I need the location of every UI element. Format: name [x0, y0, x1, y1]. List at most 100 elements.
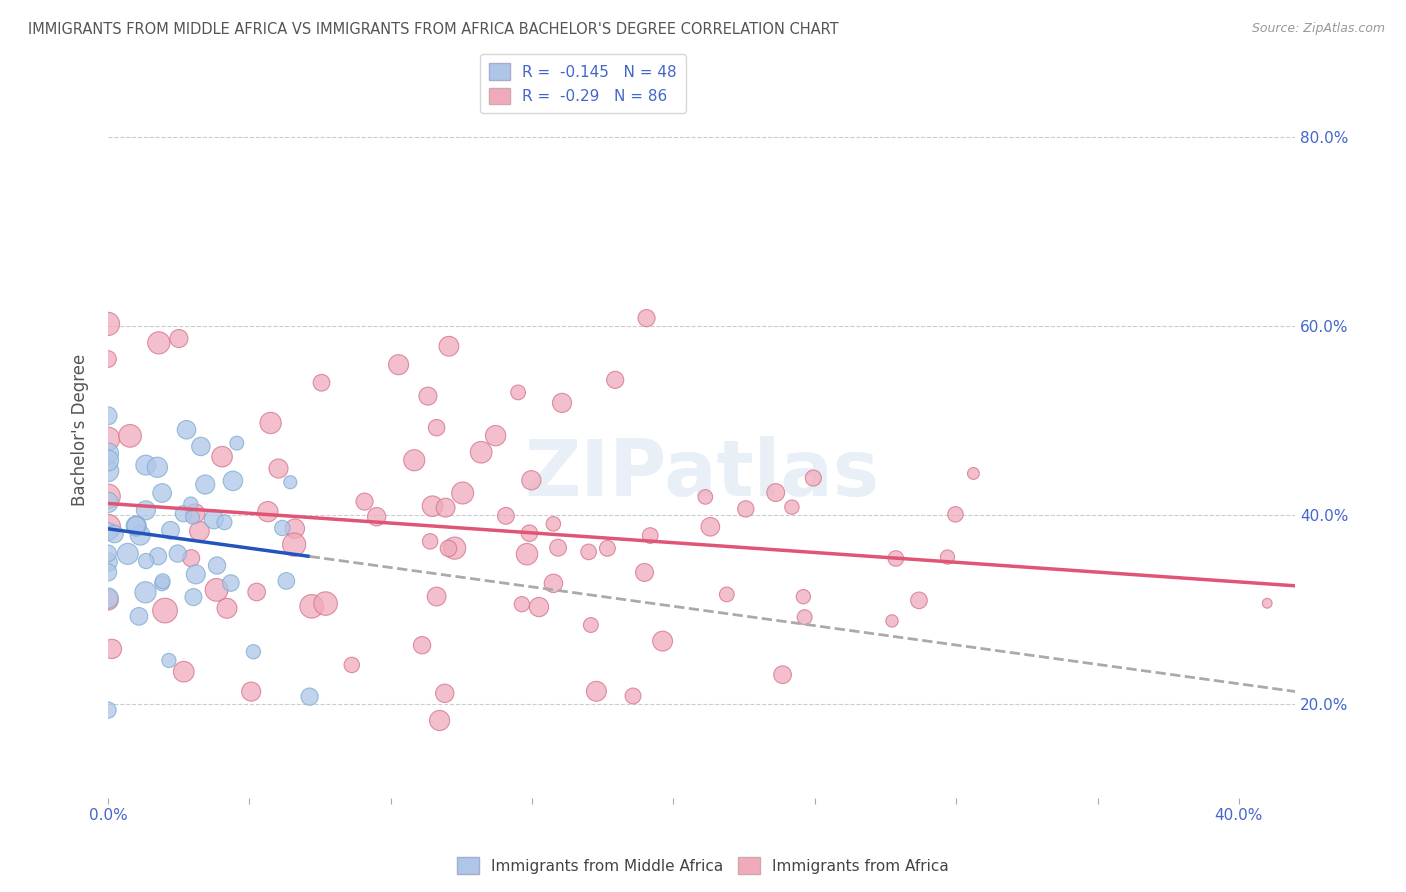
Point	[135, 554, 157, 568]
Point	[259, 416, 281, 430]
Point	[242, 645, 264, 659]
Point	[97, 432, 120, 446]
Point	[443, 541, 465, 555]
Point	[283, 538, 305, 552]
Point	[225, 436, 247, 450]
Point	[633, 566, 655, 580]
Point	[146, 549, 169, 564]
Point	[340, 657, 363, 672]
Point	[605, 373, 627, 387]
Point	[495, 508, 517, 523]
Point	[284, 522, 307, 536]
Point	[716, 587, 738, 601]
Point	[152, 574, 174, 589]
Point	[134, 585, 156, 599]
Point	[166, 547, 188, 561]
Point	[429, 714, 451, 728]
Point	[219, 576, 242, 591]
Point	[172, 507, 194, 521]
Point	[434, 500, 457, 515]
Point	[157, 653, 180, 667]
Point	[173, 665, 195, 679]
Point	[651, 634, 673, 648]
Text: Source: ZipAtlas.com: Source: ZipAtlas.com	[1251, 22, 1385, 36]
Text: ZIPatlas: ZIPatlas	[524, 436, 879, 512]
Point	[516, 547, 538, 561]
Point	[97, 555, 120, 569]
Point	[214, 515, 236, 529]
Point	[621, 689, 644, 703]
Point	[153, 603, 176, 617]
Point	[301, 599, 323, 614]
Point	[695, 490, 717, 504]
Point	[176, 423, 198, 437]
Point	[129, 528, 152, 542]
Point	[596, 541, 619, 556]
Point	[780, 500, 803, 515]
Point	[585, 684, 607, 698]
Point	[183, 590, 205, 604]
Point	[484, 428, 506, 442]
Point	[103, 527, 125, 541]
Point	[437, 339, 460, 353]
Point	[547, 541, 569, 555]
Point	[801, 471, 824, 485]
Point	[150, 576, 173, 591]
Point	[125, 518, 148, 533]
Point	[765, 485, 787, 500]
Point	[699, 520, 721, 534]
Point	[97, 591, 120, 606]
Point	[1256, 596, 1278, 610]
Point	[411, 638, 433, 652]
Point	[167, 332, 190, 346]
Legend: Immigrants from Middle Africa, Immigrants from Africa: Immigrants from Middle Africa, Immigrant…	[451, 851, 955, 880]
Point	[298, 690, 321, 704]
Point	[150, 486, 173, 500]
Point	[506, 385, 529, 400]
Point	[128, 609, 150, 624]
Text: IMMIGRANTS FROM MIDDLE AFRICA VS IMMIGRANTS FROM AFRICA BACHELOR'S DEGREE CORREL: IMMIGRANTS FROM MIDDLE AFRICA VS IMMIGRA…	[28, 22, 839, 37]
Legend: R =  -0.145   N = 48, R =  -0.29   N = 86: R = -0.145 N = 48, R = -0.29 N = 86	[479, 54, 686, 113]
Point	[437, 541, 460, 556]
Point	[205, 582, 228, 597]
Point	[184, 507, 207, 521]
Point	[519, 526, 541, 541]
Point	[366, 509, 388, 524]
Point	[276, 574, 298, 588]
Point	[404, 453, 426, 467]
Point	[510, 597, 533, 611]
Point	[97, 352, 120, 367]
Point	[315, 597, 337, 611]
Point	[159, 523, 181, 537]
Point	[551, 396, 574, 410]
Point	[636, 311, 658, 326]
Point	[194, 477, 217, 491]
Point	[278, 475, 301, 490]
Point	[146, 460, 169, 475]
Point	[180, 551, 202, 566]
Point	[101, 641, 124, 656]
Point	[97, 592, 120, 607]
Point	[543, 576, 565, 591]
Point	[527, 600, 550, 615]
Point	[416, 389, 439, 403]
Point	[419, 534, 441, 549]
Point	[211, 450, 233, 464]
Point	[470, 445, 492, 459]
Point	[222, 474, 245, 488]
Point	[190, 439, 212, 453]
Point	[97, 566, 120, 580]
Point	[148, 335, 170, 350]
Point	[117, 547, 139, 561]
Point	[257, 505, 280, 519]
Point	[962, 467, 984, 481]
Point	[181, 510, 204, 524]
Point	[97, 703, 120, 717]
Point	[118, 429, 141, 443]
Point	[353, 494, 375, 508]
Point	[97, 446, 120, 460]
Point	[202, 512, 225, 526]
Point	[734, 502, 756, 516]
Point	[772, 667, 794, 681]
Point	[543, 516, 565, 531]
